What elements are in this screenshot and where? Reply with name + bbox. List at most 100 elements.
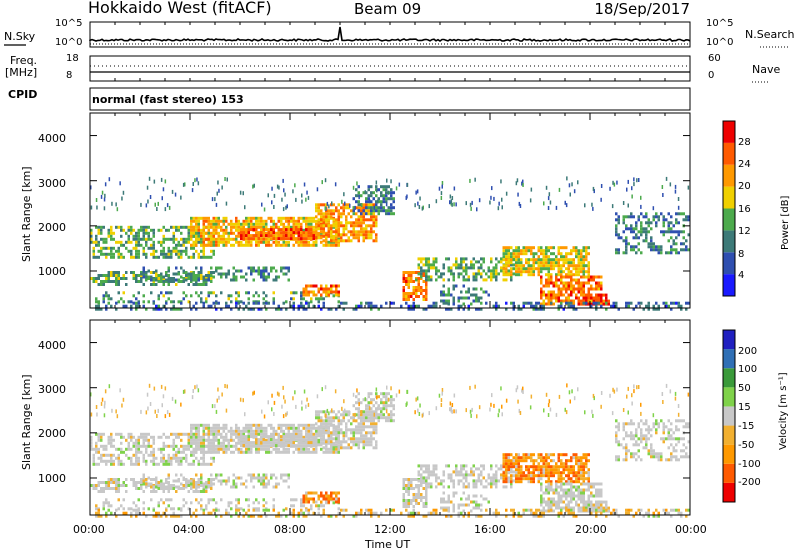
- power-cell: [472, 293, 475, 297]
- power-cell: [335, 240, 338, 244]
- power-cell: [192, 243, 195, 247]
- power-cell: [637, 230, 640, 234]
- power-cell: [495, 263, 498, 267]
- power-cell: [442, 299, 445, 303]
- power-cell: [637, 301, 640, 305]
- power-cell: [337, 233, 340, 237]
- power-cell: [225, 275, 228, 279]
- power-cell: [305, 219, 308, 223]
- velocity-cell: [107, 487, 110, 490]
- power-cell: [495, 275, 498, 279]
- power-cell: [642, 230, 645, 234]
- velocity-cell: [177, 459, 180, 463]
- power-cell: [447, 290, 450, 294]
- power-cell: [462, 266, 465, 270]
- velocity-cell: [462, 482, 465, 486]
- power-noise: [295, 197, 297, 202]
- power-cell: [252, 216, 255, 220]
- velocity-cell: [330, 497, 333, 501]
- velocity-cell: [330, 416, 333, 420]
- power-cell: [537, 273, 540, 277]
- power-cell: [622, 221, 625, 225]
- velocity-cell: [392, 413, 395, 417]
- velocity-cell: [465, 476, 468, 480]
- velocity-cell: [265, 476, 268, 480]
- velocity-cell: [295, 426, 298, 430]
- velocity-cell: [170, 485, 173, 489]
- power-cell: [310, 297, 313, 301]
- velocity-cell: [365, 434, 368, 438]
- power-cell: [190, 219, 193, 223]
- velocity-cell: [317, 494, 320, 498]
- power-cell: [590, 302, 593, 306]
- power-cell: [527, 270, 530, 274]
- power-cell: [512, 249, 515, 253]
- power-cell: [647, 307, 650, 311]
- power-cell: [382, 209, 385, 213]
- power-cell: [582, 301, 585, 305]
- power-cell: [200, 277, 203, 280]
- power-cell: [195, 225, 198, 229]
- velocity-cell: [492, 482, 495, 486]
- velocity-cell: [205, 462, 208, 466]
- power-cell: [247, 240, 250, 244]
- velocity-cell: [502, 477, 505, 481]
- power-cell: [342, 307, 345, 311]
- velocity-cell: [137, 462, 140, 466]
- velocity-cell: [507, 471, 510, 475]
- velocity-cell: [367, 392, 370, 396]
- velocity-cell: [510, 482, 513, 486]
- power-cell: [297, 237, 300, 241]
- power-noise: [405, 195, 407, 200]
- power-cell: [550, 261, 553, 265]
- power-cell: [285, 243, 288, 247]
- velocity-cell: [250, 476, 253, 480]
- velocity-cell: [112, 453, 115, 457]
- power-cell: [582, 299, 585, 303]
- velocity-cell: [190, 441, 193, 445]
- velocity-cell: [135, 487, 138, 490]
- power-cell: [682, 248, 685, 252]
- velocity-cell: [367, 416, 370, 420]
- power-cell: [110, 280, 113, 283]
- velocity-cell: [360, 425, 363, 429]
- power-cell: [602, 293, 605, 297]
- power-cell: [202, 228, 205, 232]
- power-cell: [680, 230, 683, 234]
- velocity-cell: [240, 429, 243, 433]
- power-cell: [187, 240, 190, 244]
- power-cell: [370, 227, 373, 231]
- power-cell: [330, 230, 333, 234]
- velocity-cell: [337, 428, 340, 432]
- power-cell: [572, 258, 575, 262]
- power-cell: [500, 269, 503, 273]
- velocity-cell: [187, 462, 190, 466]
- velocity-cell: [337, 497, 340, 501]
- velocity-cell: [287, 485, 290, 489]
- velocity-cell: [305, 438, 308, 442]
- velocity-cell: [135, 447, 138, 451]
- power-cell: [420, 257, 423, 261]
- velocity-cell: [197, 438, 200, 442]
- power-cell: [625, 239, 628, 243]
- velocity-cell: [485, 479, 488, 483]
- velocity-cell: [117, 481, 120, 484]
- velocity-cell: [520, 459, 523, 463]
- velocity-cell: [372, 428, 375, 432]
- power-noise: [121, 196, 123, 201]
- power-cell: [527, 273, 530, 277]
- power-cell: [280, 219, 283, 223]
- nsky-tick-top: 10^5: [55, 18, 83, 29]
- power-cell: [555, 278, 558, 282]
- velocity-cell: [125, 478, 128, 481]
- velocity-cell: [127, 456, 130, 460]
- velocity-cell: [265, 485, 268, 489]
- power-cell: [242, 225, 245, 229]
- power-cell: [567, 293, 570, 297]
- power-cell: [187, 225, 190, 229]
- power-cell: [325, 293, 328, 297]
- velocity-cell: [117, 432, 120, 436]
- power-cell: [192, 278, 195, 282]
- power-cell: [275, 222, 278, 226]
- power-cell: [560, 299, 563, 303]
